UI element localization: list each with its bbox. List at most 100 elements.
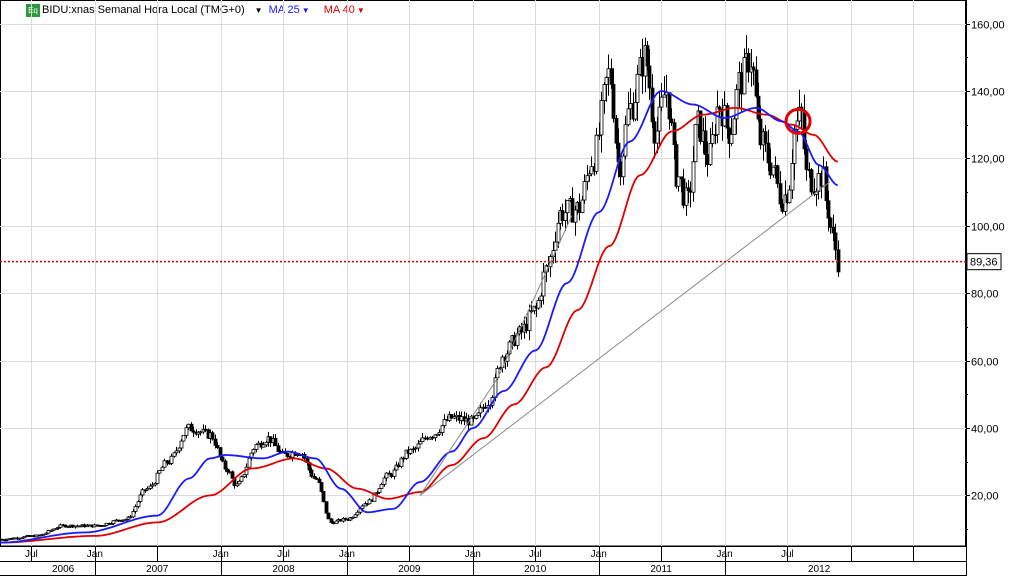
x-year-label: 2009: [398, 564, 421, 575]
candle-body: [401, 457, 406, 460]
x-year-label: 2011: [650, 564, 672, 575]
candle-body: [12, 537, 17, 540]
candle-body: [150, 484, 155, 487]
chart-title[interactable]: BIDU:xnas Semanal Hora Local (TMG+0): [42, 4, 245, 16]
x-year-label: 2007: [146, 564, 169, 575]
candle-body: [758, 118, 763, 146]
y-tick-label: 120,00: [971, 154, 1005, 166]
y-tick-label: 20,00: [971, 491, 999, 503]
candle-body: [478, 407, 483, 414]
last-price-box: [966, 253, 1002, 271]
x-month-label: Jan: [213, 549, 229, 560]
chart-header: Eq BIDU:xnas Semanal Hora Local (TMG+0) …: [26, 3, 365, 17]
candle-body: [647, 65, 652, 89]
candle-body: [331, 522, 336, 525]
candle-body: [771, 166, 776, 176]
candle-body: [379, 483, 384, 489]
candle-body: [29, 535, 34, 537]
candle-body: [539, 295, 544, 301]
candle-body: [186, 423, 191, 429]
y-tick-label: 80,00: [971, 289, 999, 301]
candle-body: [570, 198, 575, 223]
candle-body: [377, 488, 382, 493]
candle-body: [775, 165, 780, 185]
candle-body: [78, 525, 83, 528]
candle-body: [136, 501, 141, 508]
candle-body: [739, 72, 744, 95]
candle-body: [836, 249, 841, 273]
candle-body: [418, 441, 423, 445]
candle-body: [633, 101, 638, 120]
title-dropdown-icon[interactable]: ▼: [254, 5, 263, 15]
y-tick-label: 60,00: [971, 357, 999, 369]
candle-body: [213, 438, 218, 446]
candle-body: [766, 142, 771, 164]
candle-body: [324, 501, 329, 514]
candle-body: [742, 57, 747, 95]
candle-body: [131, 510, 136, 518]
candle-body: [715, 106, 720, 136]
candle-body: [565, 200, 570, 214]
candle-body: [454, 414, 459, 417]
candle-body: [563, 212, 568, 221]
ma40-dropdown-icon[interactable]: ▼: [356, 5, 365, 15]
y-axis: 20,00 40,00 60,00 80,00 100,00 120,00 140,00 16…: [966, 20, 1005, 530]
candle-body: [698, 110, 703, 142]
candle-body: [732, 118, 737, 135]
candle-body: [317, 478, 322, 483]
candle-body: [285, 453, 290, 457]
candle-body: [355, 511, 360, 516]
candle-body: [220, 456, 225, 462]
candle-body: [703, 130, 708, 156]
candle-body: [17, 537, 22, 540]
overlay-layer: 89,36: [0, 107, 1002, 496]
x-month-label: Jan: [465, 549, 481, 560]
candle-body: [348, 517, 353, 521]
candle-body: [111, 520, 116, 525]
candle-body: [672, 122, 677, 145]
candle-body: [5, 538, 10, 541]
candle-body: [70, 524, 75, 528]
candle-body: [227, 471, 232, 474]
candle-body: [635, 73, 640, 103]
candle-body: [585, 175, 590, 183]
candle-body: [691, 161, 696, 193]
candle-body: [329, 518, 334, 523]
candle-body: [41, 533, 46, 536]
candle-body: [319, 482, 324, 492]
candle-body: [20, 537, 25, 540]
candle-body: [174, 450, 179, 454]
x-month-label: Jan: [87, 549, 103, 560]
candle-body: [536, 300, 541, 309]
y-tick-label: 40,00: [971, 424, 999, 436]
candle-body: [121, 519, 126, 522]
candle-body: [780, 203, 785, 212]
candle-body: [138, 494, 143, 503]
candle-body: [75, 525, 80, 528]
candle-body: [449, 414, 454, 419]
candle-body: [169, 455, 174, 464]
candle-body: [343, 517, 348, 520]
ma25-label[interactable]: MA 25: [268, 4, 300, 16]
candle-body: [290, 452, 295, 458]
x-month-label: Jul: [277, 549, 290, 560]
plot-frame: [0, 0, 966, 547]
candle-body: [184, 427, 189, 436]
series-layer: [0, 35, 841, 544]
candle-body: [688, 190, 693, 193]
candle-body: [831, 226, 836, 234]
x-month-label: Jul: [25, 549, 38, 560]
candle-body: [223, 460, 228, 470]
ma25-dropdown-icon[interactable]: ▼: [301, 5, 310, 15]
candle-body: [140, 489, 145, 496]
candle-body: [321, 491, 326, 502]
candle-body: [99, 525, 104, 527]
candle-body: [218, 447, 223, 458]
x-month-label: Jan: [717, 549, 733, 560]
candle-body: [828, 217, 833, 228]
candle-body: [474, 414, 479, 419]
candle-body: [51, 528, 56, 531]
candle-body: [524, 323, 529, 332]
candle-body: [389, 473, 394, 477]
